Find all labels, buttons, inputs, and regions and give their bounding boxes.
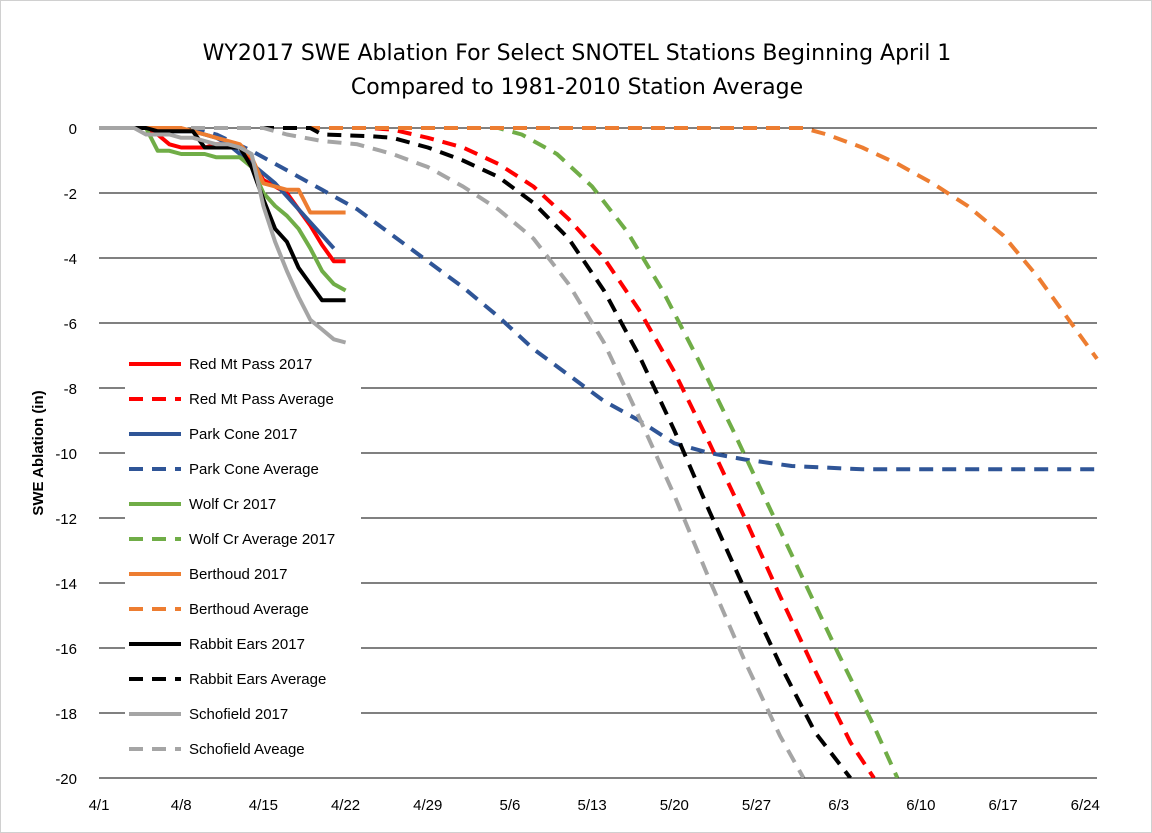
legend-label: Berthoud 2017 [189,566,287,583]
legend-label: Rabbit Ears Average [189,671,326,688]
series-line-schofield-aveage [99,126,806,778]
x-tick-label: 5/6 [500,797,521,814]
legend-label: Wolf Cr 2017 [189,496,276,513]
x-tick-label: 5/13 [578,797,607,814]
x-tick-label: 6/3 [828,797,849,814]
series-line-rabbit-ears-2017 [99,126,346,303]
y-tick-label: -2 [64,186,77,203]
chart-subtitle: Compared to 1981-2010 Station Average [350,75,804,100]
series-line-wolf-cr-average-2017 [99,126,900,778]
x-tick-label: 4/29 [413,797,442,814]
x-tick-label: 4/8 [171,797,192,814]
legend-label: Berthoud Average [189,601,309,618]
chart-title-block: WY2017 SWE Ablation For Select SNOTEL St… [1,37,1152,105]
legend-label: Schofield 2017 [189,706,288,723]
legend-label: Park Cone 2017 [189,426,297,443]
y-axis-label: SWE Ablation (in) [30,390,47,515]
legend-label: Park Cone Average [189,461,319,478]
series-line-schofield-2017 [99,126,347,345]
x-tick-label: 4/15 [249,797,278,814]
series-line-berthoud-2017 [99,126,346,215]
y-tick-label: -18 [55,706,77,723]
x-tick-label: 5/27 [742,797,771,814]
chart-title: WY2017 SWE Ablation For Select SNOTEL St… [202,41,952,66]
y-tick-label: -14 [55,576,77,593]
y-tick-label: -4 [64,251,77,268]
y-tick-label: -20 [55,771,77,788]
y-tick-label: 0 [69,121,77,138]
legend-background [125,348,361,770]
legend-label: Schofield Aveage [189,741,305,758]
x-tick-label: 6/24 [1071,797,1100,814]
x-tick-label: 4/22 [331,797,360,814]
x-tick-label: 4/1 [89,797,110,814]
y-tick-label: -12 [55,511,77,528]
series-line-rabbit-ears-average [99,126,852,778]
series-line-park-cone-average [99,126,1097,472]
legend-label: Rabbit Ears 2017 [189,636,305,653]
legend-label: Red Mt Pass 2017 [189,356,312,373]
legend-label: Red Mt Pass Average [189,391,334,408]
y-tick-label: -10 [55,446,77,463]
series-line-berthoud-average [99,126,1099,360]
x-tick-label: 6/17 [988,797,1017,814]
legend-label: Wolf Cr Average 2017 [189,531,335,548]
x-tick-label: 5/20 [660,797,689,814]
y-tick-label: -8 [64,381,77,398]
y-tick-label: -6 [64,316,77,333]
series-line-red-mt-pass-average [99,126,876,778]
x-tick-label: 6/10 [906,797,935,814]
y-tick-label: -16 [55,641,77,658]
series-line-wolf-cr-2017 [99,126,347,293]
